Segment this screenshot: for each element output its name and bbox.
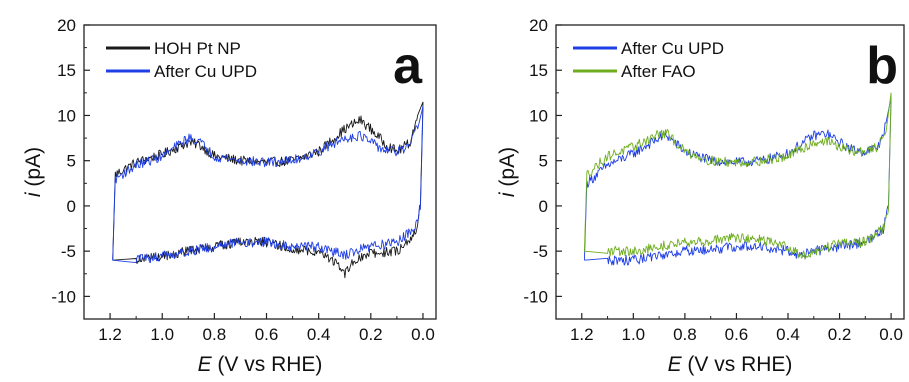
x-tick-label: 0.4: [776, 325, 800, 344]
x-axis-label: E (V vs RHE): [668, 353, 793, 376]
y-tick-label: 0: [539, 197, 548, 216]
x-tick-label: 1.0: [622, 325, 646, 344]
x-tick-label: 1.2: [570, 325, 594, 344]
legend-label: HOH Pt NP: [154, 39, 241, 58]
x-tick-label: 1.2: [98, 325, 122, 344]
x-tick-label: 0.6: [725, 325, 749, 344]
panel-letter: a: [393, 37, 423, 95]
y-tick-label: 15: [529, 61, 548, 80]
series-trace-hoh-pt-np-anodic: [112, 101, 424, 261]
x-tick-label: 0.0: [879, 325, 903, 344]
panel-a: 1.2 1.0 0.8 0.6 0.4 0.2 0.0 20 15 10 5 0 -5 -10 E (V v…: [22, 16, 437, 376]
x-tick-label: 1.0: [150, 325, 174, 344]
y-tick-label: 5: [67, 152, 76, 171]
y-tick-label: 10: [529, 106, 548, 125]
y-tick-label: 20: [529, 16, 548, 35]
legend-label: After FAO: [621, 62, 696, 81]
series-trace-after-cu-upd-anodic: [112, 106, 424, 261]
x-tick-label: 0.0: [411, 325, 435, 344]
x-tick-label: 0.8: [203, 325, 227, 344]
x-axis-label: E (V vs RHE): [198, 353, 323, 376]
y-tick-label: 20: [57, 16, 76, 35]
y-tick-label: -5: [533, 242, 548, 261]
y-tick-label: -10: [523, 287, 548, 306]
series-trace-after-cu-upd-anodic: [583, 97, 892, 261]
x-tick-label: 0.8: [673, 325, 697, 344]
legend-label: After Cu UPD: [154, 62, 257, 81]
series-trace-after-cu-upd-cathodic: [112, 106, 424, 264]
panel-letter: b: [866, 37, 898, 95]
panel-b: 1.2 1.0 0.8 0.6 0.4 0.2 0.0 20 15 10 5 0 -5 -10 E (V v…: [496, 16, 905, 376]
y-tick-label: 0: [67, 197, 76, 216]
y-tick-label: 15: [57, 61, 76, 80]
x-tick-label: 0.6: [255, 325, 279, 344]
series-trace-after-fao-anodic: [583, 92, 892, 252]
x-tick-label: 0.4: [307, 325, 331, 344]
y-tick-label: 10: [57, 106, 76, 125]
y-axis-label: i (pA): [22, 147, 45, 197]
series-trace-after-fao-cathodic: [584, 92, 892, 260]
x-tick-label: 0.2: [828, 325, 852, 344]
series-trace-hoh-pt-np-cathodic: [112, 101, 424, 279]
plot-frame: [555, 24, 905, 320]
y-tick-label: 5: [539, 152, 548, 171]
x-tick-label: 0.2: [359, 325, 383, 344]
legend-label: After Cu UPD: [621, 39, 724, 58]
y-tick-label: -5: [61, 242, 76, 261]
y-tick-label: -10: [51, 287, 76, 306]
y-axis-label: i (pA): [496, 147, 519, 197]
series-trace-after-cu-upd-cathodic: [584, 97, 892, 266]
plot-frame: [83, 24, 437, 320]
